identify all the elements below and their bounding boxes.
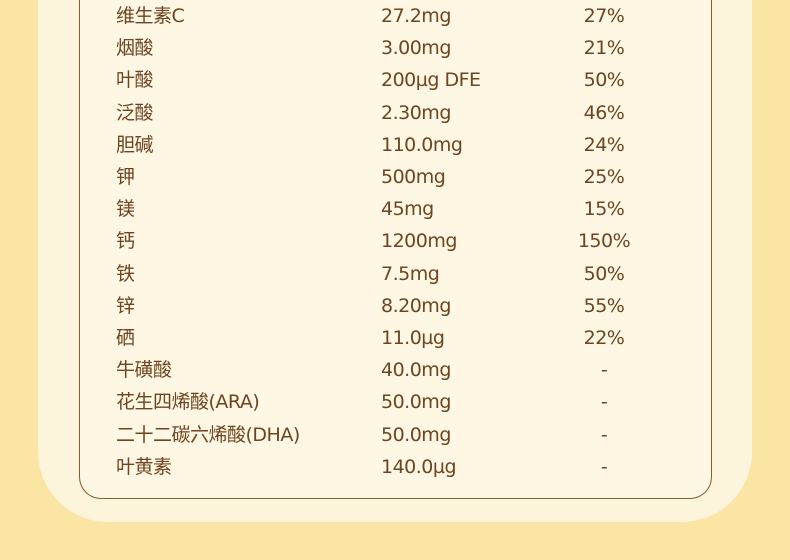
nutrient-name: 叶酸: [116, 69, 154, 92]
nutrient-amount: 110.0mg: [381, 133, 463, 156]
nutrient-name: 牛磺酸: [116, 359, 172, 382]
nutrient-name: 烟酸: [116, 37, 154, 60]
nutrient-name: 泛酸: [116, 101, 154, 124]
nutrient-nrv: -: [600, 455, 608, 478]
table-row: 胆碱 110.0mg 24%: [0, 129, 790, 161]
nutrient-name: 叶黄素: [116, 455, 172, 478]
table-row: 铁 7.5mg 50%: [0, 258, 790, 290]
nutrient-amount: 500mg: [381, 166, 446, 188]
table-row: 锌 8.20mg 55%: [0, 290, 790, 322]
table-row: 泛酸 2.30mg 46%: [0, 97, 790, 129]
nutrient-amount: 3.00mg: [381, 37, 451, 60]
nutrient-name: 胆碱: [116, 133, 154, 156]
nutrient-nrv: 25%: [583, 166, 625, 188]
table-row: 叶酸 200µg DFE 50%: [0, 64, 790, 96]
nutrient-amount: 11.0µg: [381, 327, 445, 349]
nutrient-amount: 2.30mg: [381, 101, 451, 124]
nutrient-name: 钾: [116, 166, 135, 188]
nutrient-amount: 45mg: [381, 198, 434, 221]
nutrient-name: 二十二碳六烯酸(DHA): [116, 423, 300, 446]
nutrient-name: 维生素C: [116, 5, 185, 27]
table-row: 钙 1200mg 150%: [0, 225, 790, 257]
nutrient-nrv: -: [600, 423, 608, 446]
table-row: 钾 500mg 25%: [0, 161, 790, 193]
table-row: 硒 11.0µg 22%: [0, 322, 790, 354]
nutrient-name: 硒: [116, 327, 135, 349]
nutrient-name: 铁: [116, 262, 135, 285]
nutrient-amount: 200µg DFE: [381, 69, 481, 92]
nutrient-name: 花生四烯酸(ARA): [116, 391, 260, 414]
nutrient-nrv: 55%: [583, 294, 625, 317]
nutrient-amount: 1200mg: [381, 230, 457, 253]
nutrient-name: 锌: [116, 294, 135, 317]
nutrient-nrv: 50%: [583, 262, 625, 285]
table-row: 二十二碳六烯酸(DHA) 50.0mg -: [0, 419, 790, 451]
nutrient-nrv: 22%: [583, 327, 625, 349]
nutrient-nrv: 15%: [583, 198, 625, 221]
nutrient-nrv: 46%: [583, 101, 625, 124]
nutrient-amount: 50.0mg: [381, 391, 451, 414]
nutrient-nrv: 24%: [583, 133, 625, 156]
nutrient-amount: 7.5mg: [381, 262, 440, 285]
nutrient-nrv: -: [600, 359, 608, 382]
nutrient-nrv: 150%: [577, 230, 631, 253]
nutrient-amount: 140.0µg: [381, 455, 457, 478]
table-row: 牛磺酸 40.0mg -: [0, 354, 790, 386]
nutrient-name: 钙: [116, 230, 135, 253]
nutrient-nrv: 21%: [583, 37, 625, 60]
nutrient-amount: 40.0mg: [381, 359, 451, 382]
nutrient-amount: 50.0mg: [381, 423, 451, 446]
nutrition-table-frame: [79, 0, 712, 499]
table-row: 镁 45mg 15%: [0, 193, 790, 225]
nutrient-nrv: 50%: [583, 69, 625, 92]
table-row: 叶黄素 140.0µg -: [0, 451, 790, 483]
nutrient-nrv: 27%: [583, 5, 625, 27]
table-row: 烟酸 3.00mg 21%: [0, 32, 790, 64]
nutrient-amount: 27.2mg: [381, 5, 451, 27]
nutrient-name: 镁: [116, 198, 135, 221]
table-row: 维生素C 27.2mg 27%: [0, 0, 790, 32]
nutrient-nrv: -: [600, 391, 608, 414]
table-row: 花生四烯酸(ARA) 50.0mg -: [0, 386, 790, 418]
nutrient-amount: 8.20mg: [381, 294, 451, 317]
